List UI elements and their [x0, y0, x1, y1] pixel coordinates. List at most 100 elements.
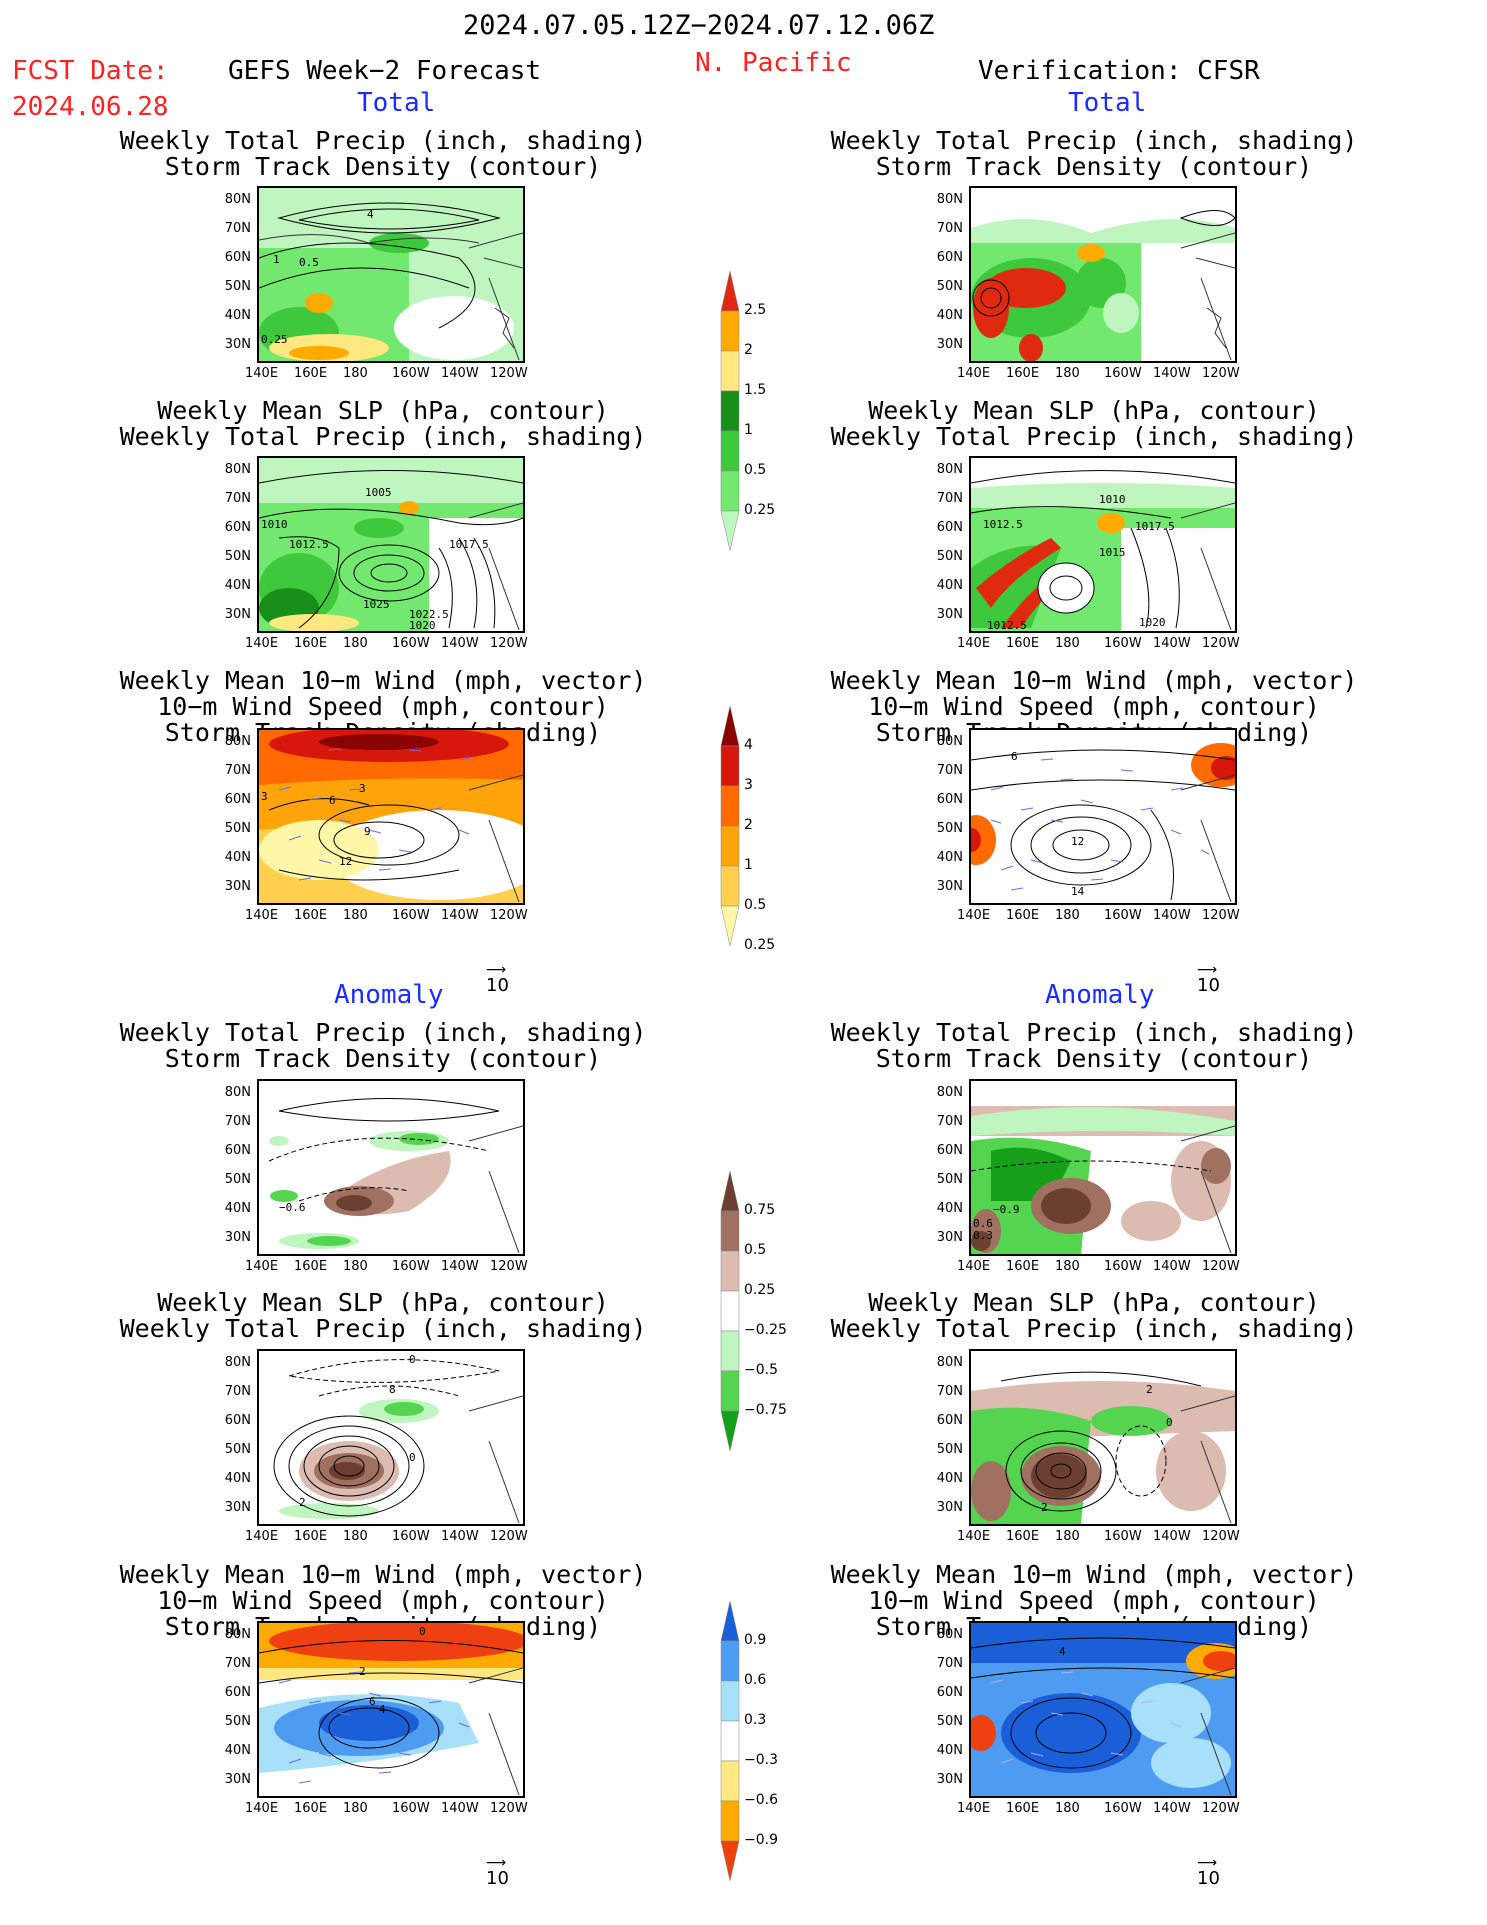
contour-label: 2 [1041, 1501, 1048, 1514]
contour-label: 2 [359, 1665, 366, 1678]
lon-tick-label: 160E [294, 1259, 328, 1274]
colorbar-precip-anomaly [720, 1170, 740, 1452]
contour-label: 0.5 [299, 256, 319, 269]
lon-tick-label: 160W [1104, 908, 1142, 923]
lon-tick-label: 160W [392, 1529, 430, 1544]
vector-ref-r3-right: ⟶ 10 [1197, 963, 1220, 996]
lat-tick-label: 50N [936, 549, 963, 564]
lon-tick-label: 160E [1006, 908, 1040, 923]
lon-tick-label: 140W [1153, 1801, 1191, 1816]
contour-label: −0.9 [993, 1203, 1020, 1216]
lat-tick-label: 30N [224, 1772, 251, 1787]
colorbar-tick-label: 0.3 [744, 1712, 767, 1728]
contour-label: 1025 [363, 598, 390, 611]
lat-tick-label: 40N [224, 578, 251, 593]
lon-tick-label: 120W [490, 1259, 528, 1274]
lat-tick-label: 30N [936, 337, 963, 352]
title-line: Weekly Mean 10−m Wind (mph, vector) [830, 1560, 1358, 1589]
lon-tick-label: 140W [441, 1801, 479, 1816]
lat-tick-label: 50N [936, 1172, 963, 1187]
title-line: Weekly Mean SLP (hPa, contour) [157, 396, 609, 425]
lat-tick-label: 70N [936, 1384, 963, 1399]
title-line: 10−m Wind Speed (mph, contour) [868, 1586, 1320, 1615]
lon-tick-label: 180 [343, 1529, 368, 1544]
lon-tick-label: 160W [392, 366, 430, 381]
map-slp-forecast: 1005 1010 1012.5 1017.5 1025 1022.5 1020 [257, 456, 525, 633]
colorbar-tick-label: 0.9 [744, 1632, 767, 1648]
title-line: Storm Track Density (contour) [164, 152, 602, 181]
lon-tick-label: 140E [957, 1259, 991, 1274]
contour-label: 3 [359, 782, 366, 795]
lon-tick-label: 160E [1006, 1801, 1040, 1816]
colorbar-track-total [720, 705, 740, 947]
lon-tick-label: 140W [441, 1529, 479, 1544]
title-line: Weekly Mean SLP (hPa, contour) [868, 1288, 1320, 1317]
contour-label: 1015 [1099, 546, 1126, 559]
lon-tick-label: 120W [1202, 1259, 1240, 1274]
vector-ref-r3-left: ⟶ 10 [486, 962, 509, 996]
region-title: N. Pacific [695, 48, 852, 78]
map-slp-verification: 1010 1012.5 1017.5 1015 1020 1012.5 [969, 456, 1237, 633]
lon-tick-label: 120W [490, 1801, 528, 1816]
colorbar-segment [720, 905, 740, 947]
lat-tick-label: 60N [224, 792, 251, 807]
lon-tick-label: 160W [392, 908, 430, 923]
lon-tick-label: 120W [1202, 908, 1240, 923]
lat-tick-label: 40N [224, 308, 251, 323]
lat-tick-label: 60N [224, 1143, 251, 1158]
lat-tick-label: 50N [936, 821, 963, 836]
colorbar-segment [720, 1800, 740, 1842]
contour-label: 1012.5 [987, 619, 1027, 631]
lat-tick-label: 40N [936, 850, 963, 865]
contour-label: 6 [329, 794, 336, 807]
contour-label: 1020 [409, 619, 436, 631]
lon-tick-label: 160W [392, 636, 430, 651]
colorbar-segment [720, 825, 740, 867]
lon-tick-label: 140E [957, 908, 991, 923]
lon-tick-label: 120W [1202, 1801, 1240, 1816]
lat-tick-label: 70N [936, 221, 963, 236]
colorbar-segment [720, 310, 740, 352]
lat-tick-label: 30N [224, 1230, 251, 1245]
lon-tick-label: 120W [490, 636, 528, 651]
lon-tick-label: 160W [1104, 1529, 1142, 1544]
lat-tick-label: 50N [936, 1442, 963, 1457]
colorbar-segment [720, 390, 740, 432]
title-line: Weekly Mean SLP (hPa, contour) [868, 396, 1320, 425]
contour-label: 1017.5 [449, 538, 489, 551]
contour-label: 1017.5 [1135, 520, 1175, 533]
lat-tick-label: 80N [224, 1085, 251, 1100]
lat-tick-label: 80N [936, 1355, 963, 1370]
lon-tick-label: 180 [343, 908, 368, 923]
title-line: Weekly Total Precip (inch, shading) [119, 1314, 647, 1343]
lat-tick-label: 60N [936, 792, 963, 807]
lat-tick-label: 30N [936, 1772, 963, 1787]
lon-tick-label: 180 [343, 366, 368, 381]
title-line: Weekly Mean 10−m Wind (mph, vector) [119, 1560, 647, 1589]
lon-tick-label: 180 [1055, 1259, 1080, 1274]
colorbar-segment [720, 1210, 740, 1252]
colorbar-tick-label: 1 [744, 422, 753, 438]
lat-tick-label: 70N [936, 763, 963, 778]
arrow-right-icon: ⟶ [486, 962, 507, 978]
lat-tick-label: 40N [224, 1743, 251, 1758]
right-anomaly-section: Anomaly [1045, 980, 1155, 1010]
colorbar-segment [720, 1170, 740, 1212]
lat-tick-label: 70N [224, 763, 251, 778]
contour-label: 4 [1059, 1645, 1066, 1658]
lat-tick-label: 30N [936, 1230, 963, 1245]
lat-tick-label: 60N [224, 1685, 251, 1700]
title-r2-left: Weekly Mean SLP (hPa, contour) Weekly To… [100, 398, 666, 450]
colorbar-tick-label: 0.5 [744, 462, 767, 478]
arrow-right-icon: ⟶ [486, 1855, 507, 1871]
contour-label: 0 [1166, 1416, 1173, 1429]
contour-label: 1005 [365, 486, 392, 499]
colorbar-tick-label: 0.6 [744, 1672, 767, 1688]
colorbar-segment [720, 470, 740, 512]
lat-tick-label: 40N [224, 1471, 251, 1486]
lon-tick-label: 160E [294, 908, 328, 923]
contour-label: 1022.5 [409, 608, 449, 621]
vector-ref-r6-left: ⟶ 10 [486, 1855, 509, 1889]
right-column-title: Verification: CFSR [978, 56, 1260, 86]
lon-tick-label: 160E [294, 1801, 328, 1816]
